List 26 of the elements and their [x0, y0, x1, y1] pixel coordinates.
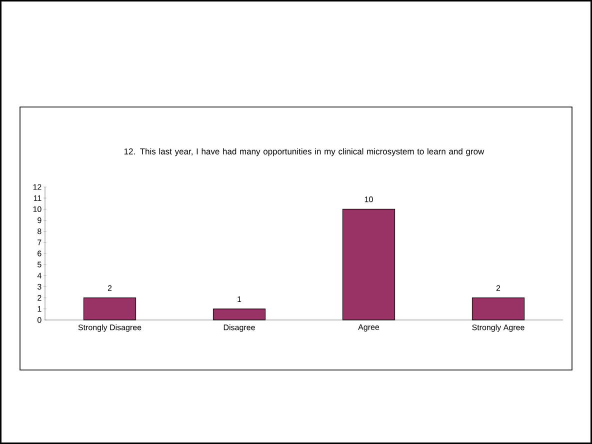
y-tick-label: 12: [33, 184, 42, 190]
y-tick-label: 10: [33, 206, 42, 212]
bar: [342, 208, 396, 320]
data-label: 10: [364, 196, 373, 202]
x-tick-label: Disagree: [224, 324, 255, 332]
y-tick-label: 4: [37, 272, 42, 278]
y-tick-label: 1: [38, 306, 42, 312]
y-tick-label: 5: [38, 262, 42, 268]
data-label: 1: [238, 296, 242, 302]
bar: [472, 298, 525, 320]
y-tick-label: 3: [37, 284, 42, 290]
data-label: 2: [496, 285, 500, 291]
y-tick-label: 7: [38, 240, 42, 246]
y-tick-label: 6: [38, 250, 42, 256]
chart-title: 12. This last year, I have had many opportunities in my clinical microsystem to learn and grow: [124, 148, 484, 156]
y-tick-label: 0: [38, 317, 42, 323]
y-tick-label: 8: [38, 228, 42, 234]
x-tick-label: Strongly Agree: [472, 324, 524, 332]
y-tick-label: 2: [38, 295, 42, 301]
bar: [212, 308, 266, 320]
data-label: 2: [108, 285, 112, 291]
y-tick-label: 9: [38, 217, 42, 224]
bar: [83, 298, 136, 320]
x-tick-label: Agree: [358, 324, 380, 332]
x-tick-label: Strongly Disagree: [78, 324, 142, 332]
y-tick-label: 11: [34, 195, 42, 201]
